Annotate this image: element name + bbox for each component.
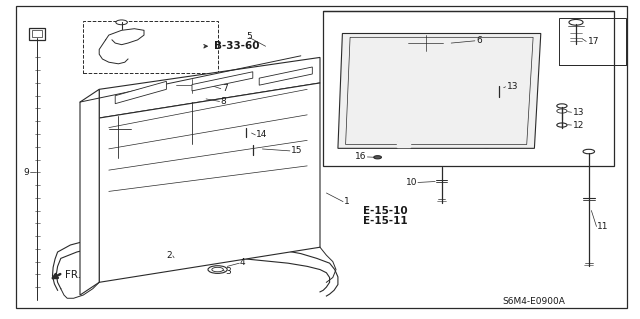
Ellipse shape: [116, 20, 127, 25]
Polygon shape: [80, 89, 99, 295]
Ellipse shape: [408, 37, 444, 49]
Ellipse shape: [402, 34, 450, 52]
Text: 10: 10: [406, 178, 417, 187]
Text: B-33-60: B-33-60: [214, 41, 260, 51]
Polygon shape: [259, 67, 312, 85]
Ellipse shape: [480, 142, 493, 148]
Ellipse shape: [205, 77, 239, 84]
Text: 7: 7: [222, 84, 228, 93]
Polygon shape: [99, 83, 320, 282]
Bar: [83, 21, 218, 73]
Bar: [29, 28, 45, 40]
Ellipse shape: [557, 104, 567, 108]
Text: FR.: FR.: [65, 270, 81, 280]
Ellipse shape: [493, 82, 505, 87]
Ellipse shape: [508, 111, 516, 115]
Polygon shape: [99, 57, 320, 118]
Text: 8: 8: [221, 97, 227, 106]
Ellipse shape: [374, 156, 381, 159]
Text: 13: 13: [507, 82, 518, 91]
Ellipse shape: [176, 80, 208, 92]
Ellipse shape: [569, 19, 583, 25]
Ellipse shape: [179, 115, 205, 124]
Polygon shape: [397, 141, 410, 147]
Text: 17: 17: [588, 37, 599, 46]
Ellipse shape: [362, 39, 374, 44]
Text: 11: 11: [597, 222, 609, 231]
Text: E-15-10: E-15-10: [363, 205, 408, 216]
Text: 1: 1: [344, 197, 350, 206]
Ellipse shape: [248, 142, 258, 146]
Bar: [32, 30, 42, 37]
Ellipse shape: [583, 149, 595, 154]
Ellipse shape: [165, 256, 188, 264]
Ellipse shape: [243, 108, 288, 125]
Ellipse shape: [166, 93, 205, 101]
Ellipse shape: [374, 57, 387, 63]
Ellipse shape: [170, 77, 214, 95]
Ellipse shape: [557, 123, 567, 127]
Text: 3: 3: [225, 267, 231, 276]
Text: 12: 12: [573, 121, 584, 130]
Ellipse shape: [478, 94, 488, 98]
Ellipse shape: [418, 81, 427, 85]
Ellipse shape: [517, 100, 530, 105]
Polygon shape: [192, 72, 253, 91]
Ellipse shape: [170, 258, 182, 262]
Ellipse shape: [270, 73, 302, 79]
Text: 14: 14: [256, 130, 268, 139]
Text: E-15-11: E-15-11: [363, 216, 408, 226]
Ellipse shape: [241, 124, 252, 128]
Bar: [559, 18, 626, 65]
Ellipse shape: [557, 109, 567, 113]
Text: S6M4-E0900A: S6M4-E0900A: [502, 297, 565, 306]
Text: 16: 16: [355, 152, 367, 161]
Text: 9: 9: [23, 168, 29, 177]
Bar: [323, 11, 614, 166]
Ellipse shape: [252, 111, 280, 122]
Text: 15: 15: [291, 146, 303, 155]
Text: 4: 4: [240, 258, 246, 267]
Polygon shape: [115, 81, 166, 104]
Ellipse shape: [108, 130, 129, 138]
Text: 6: 6: [477, 36, 483, 45]
Text: 2: 2: [166, 251, 172, 260]
Text: 13: 13: [573, 108, 584, 117]
Text: 5: 5: [246, 32, 252, 41]
Polygon shape: [338, 33, 541, 148]
Ellipse shape: [124, 90, 158, 98]
Ellipse shape: [208, 266, 227, 273]
Ellipse shape: [212, 267, 223, 272]
